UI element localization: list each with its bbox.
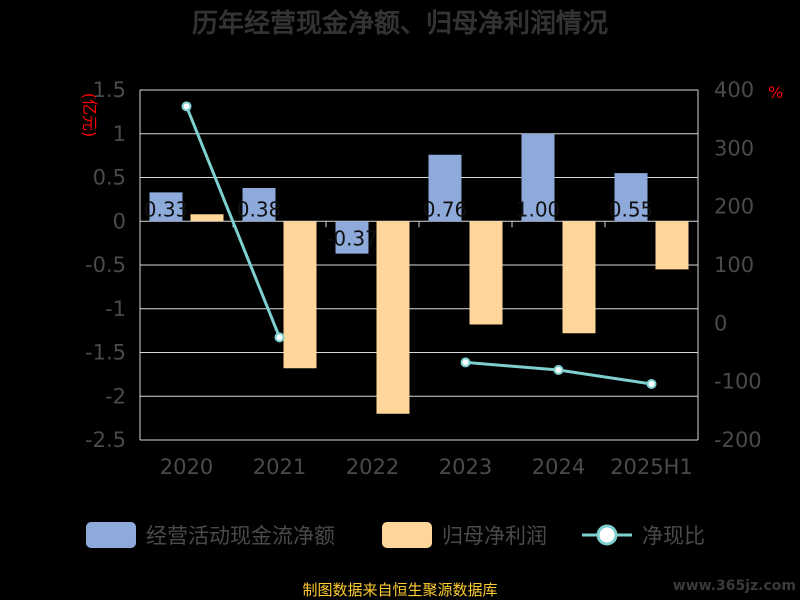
- ratio-line-segment: [185, 105, 281, 338]
- right-tick-label: 200: [714, 195, 754, 219]
- source-note: 制图数据来自恒生聚源数据库: [302, 581, 497, 599]
- right-tick-label: -200: [714, 428, 762, 452]
- ratio-line: [181, 101, 657, 389]
- left-tick-label: 0: [113, 209, 126, 233]
- ratio-point: [274, 332, 285, 343]
- left-tick-label: -2: [105, 384, 126, 408]
- bar-cashflow: [149, 192, 183, 222]
- chart-title: 历年经营现金净额、归母净利润情况: [192, 8, 608, 39]
- left-tick-label: 1: [113, 122, 126, 146]
- bar-net-profit: [655, 221, 689, 270]
- ratio-point: [553, 365, 564, 375]
- x-tick-label: 2025H1: [610, 455, 693, 479]
- left-tick-label: -1.5: [85, 341, 126, 365]
- watermark: www.365jz.com: [673, 578, 796, 594]
- legend-label-netprofit: 归母净利润: [442, 524, 547, 548]
- legend-marker-ratio: [596, 524, 618, 546]
- bar-cashflow: [614, 173, 648, 222]
- ratio-point: [181, 101, 192, 112]
- right-tick-label: 300: [714, 136, 754, 160]
- x-tick-label: 2020: [160, 455, 213, 479]
- x-axis: 2020 2021 2022 2023 2024 2025H1: [160, 455, 693, 479]
- x-tick-label: 2024: [532, 455, 585, 479]
- left-tick-label: 1.5: [93, 78, 126, 102]
- bar-net-profit: [376, 221, 410, 414]
- data-label-cashflow: 0.33: [144, 197, 189, 221]
- left-tick-label: -0.5: [85, 253, 126, 277]
- data-label-cashflow: 1.00: [516, 197, 561, 221]
- x-tick-label: 2023: [439, 455, 492, 479]
- legend-swatch-cashflow: [86, 522, 136, 548]
- data-label-cashflow: 0.38: [237, 197, 282, 221]
- left-axis: 1.5 1 0.5 0 -0.5 -1 -1.5 -2 -2.5: [85, 78, 126, 452]
- left-tick-label: 0.5: [93, 166, 126, 190]
- x-tick-label: 2022: [346, 455, 399, 479]
- right-axis: 400 300 200 100 0 -100 -200: [714, 78, 762, 452]
- bars: [149, 133, 689, 414]
- bar-net-profit: [469, 221, 503, 325]
- bar-net-profit: [562, 221, 596, 334]
- left-axis-unit: (亿元): [80, 93, 99, 138]
- legend-swatch-netprofit: [382, 522, 432, 548]
- left-tick-label: -1: [105, 297, 126, 321]
- left-tick-label: -2.5: [85, 428, 126, 452]
- ratio-point: [646, 379, 657, 389]
- legend: 经营活动现金流净额 归母净利润 净现比: [86, 522, 705, 548]
- legend-label-ratio: 净现比: [642, 524, 705, 548]
- bar-cashflow: [335, 221, 369, 254]
- right-tick-label: 100: [714, 253, 754, 277]
- grid: [139, 89, 699, 441]
- data-label-cashflow: 0.55: [609, 197, 654, 221]
- x-tick-label: 2021: [253, 455, 306, 479]
- ratio-point: [460, 357, 471, 368]
- data-label-cashflow: -0.37: [326, 226, 378, 250]
- legend-label-cashflow: 经营活动现金流净额: [146, 524, 335, 548]
- data-labels: 0.33 0.38 -0.37 0.76 1.00 0.55: [144, 197, 654, 250]
- bar-net-profit: [190, 214, 224, 222]
- right-tick-label: -100: [714, 370, 762, 394]
- right-tick-label: 0: [714, 311, 727, 335]
- right-axis-unit: %: [768, 83, 783, 102]
- right-tick-label: 400: [714, 78, 754, 102]
- bar-cashflow: [521, 133, 555, 222]
- bar-cashflow: [242, 188, 276, 222]
- bar-cashflow: [428, 154, 462, 222]
- data-label-cashflow: 0.76: [423, 197, 468, 221]
- bar-net-profit: [283, 221, 317, 369]
